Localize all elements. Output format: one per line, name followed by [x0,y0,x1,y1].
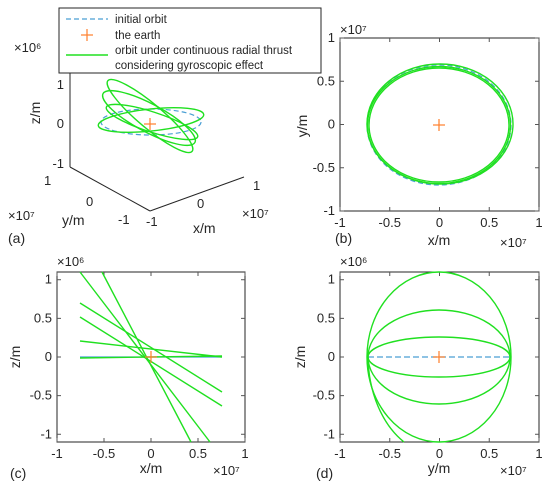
panel-a-y-axis [69,166,151,212]
panel-a-thrust-orbit-1 [97,107,205,133]
legend-thrust-orbit-label: orbit under continuous radial thrust [115,45,293,57]
legend-earth-label: the earth [115,30,160,42]
panel-c-ticks: -1 -0.5 0 0.5 1 -1 -0.5 0 0.5 1 [30,272,249,461]
panel-a-thrust-orbit-4 [105,103,199,141]
legend-initial-orbit-label: initial orbit [115,14,168,26]
panel-c: ×10⁶ z/m x/m ×10⁷ -1 -0.5 0 0.5 1 -1 -0.5 0 0.5 1… [7,254,249,481]
panel-a-thrust-orbit-3 [106,78,194,154]
panel-d-x-label: y/m [428,460,451,476]
panel-b-x-tick-label: 0.5 [480,215,498,230]
panel-d-tag: (d) [316,465,333,481]
legend-item-earth: the earth [81,29,160,42]
panel-b-y-multiplier: ×10⁷ [340,22,367,37]
panel-b-y-tick-label: 0.5 [317,73,335,88]
panel-a-x-tick-minus1: -1 [146,214,158,229]
panel-a-x-multiplier: ×10⁷ [242,206,269,221]
panel-a-y-tick-1: 1 [44,173,51,188]
panel-c-y-tick-label: 0.5 [34,310,52,325]
panel-d-x-tick-label: -1 [334,446,346,461]
panel-b-thrust-orbit-3 [366,63,514,185]
panel-d-earth-marker [433,351,445,363]
panel-a-z-label: z/m [27,102,43,125]
panel-b-x-tick-label: 1 [535,215,542,230]
panel-a: ×10⁶ z/m 1 0 -1 1 0 -1 ×10⁷ y/m -1 0 1 x… [8,40,269,246]
panel-d-x-tick-label: -0.5 [379,446,401,461]
panel-a-y-tick-minus1: -1 [118,212,130,227]
panel-a-plot [97,78,205,154]
legend-item-thrust-orbit: orbit under continuous radial thrust con… [66,45,293,72]
legend: initial orbit the earth orbit under cont… [58,7,322,74]
panel-a-x-tick-1: 1 [253,178,260,193]
panel-d-y-tick-label: 1 [328,272,335,287]
panel-c-plot [79,271,223,443]
panel-d-thrust-orbit-4 [367,356,405,443]
panel-b-tag: (b) [335,230,352,246]
legend-earth-swatch [81,29,93,41]
panel-a-x-axis [149,176,245,212]
panel-d-x-tick-label: 1 [535,446,542,461]
panel-c-y-multiplier: ×10⁶ [57,254,84,269]
panel-d-plot [366,271,512,443]
panel-d-y-tick-label: -1 [323,426,335,441]
panel-a-earth-marker [144,118,156,130]
panel-d-ticks: -1 -0.5 0 0.5 1 -1 -0.5 0 0.5 1 [313,272,543,461]
panel-d-y-tick-label: -0.5 [313,388,335,403]
panel-a-thrust-orbit-2 [101,89,197,147]
panel-c-x-multiplier: ×10⁷ [213,463,240,478]
panel-c-x-tick-label: 0 [147,446,154,461]
panel-a-y-multiplier: ×10⁷ [8,208,35,223]
panel-a-x-tick-0: 0 [197,196,204,211]
panel-d: ×10⁶ z/m y/m ×10⁷ -1 -0.5 0 0.5 1 -1 -0.5 0 0.5 1… [292,254,543,481]
panel-c-x-tick-label: 0.5 [189,446,207,461]
panel-a-z-tick-bottom: -1 [52,156,64,171]
panel-b-x-multiplier: ×10⁷ [500,235,527,250]
panel-c-y-tick-label: 0 [45,349,52,364]
panel-b-plot [366,63,514,186]
panel-b-y-tick-label: 0 [328,117,335,132]
panel-c-y-label: z/m [7,346,23,369]
panel-b-earth-marker [433,119,445,131]
panel-b: ×10⁷ y/m x/m ×10⁷ -1 -0.5 0 0.5 1 -1 -0.5 0 0.5 1… [294,22,543,250]
panel-c-x-label: x/m [140,460,163,476]
panel-d-x-tick-label: 0 [436,446,443,461]
panel-c-x-tick-label: -1 [51,446,63,461]
panel-b-ticks: -1 -0.5 0 0.5 1 -1 -0.5 0 0.5 1 [313,30,543,230]
panel-c-y-tick-label: 1 [45,272,52,287]
panel-d-y-tick-label: 0 [328,349,335,364]
panel-b-x-label: x/m [428,232,451,248]
panel-b-thrust-orbit-1 [368,67,510,183]
legend-item-initial-orbit: initial orbit [66,14,168,26]
panel-d-x-multiplier: ×10⁷ [500,463,527,478]
panel-a-z-multiplier: ×10⁶ [14,40,41,55]
panel-c-thrust-orbit-1 [79,340,223,358]
panel-a-y-tick-0: 0 [86,194,93,209]
panel-a-z-tick-mid: 0 [57,116,64,131]
panel-a-z-tick-top: 1 [57,77,64,92]
panel-b-x-tick-label: 0 [436,215,443,230]
panel-b-y-tick-label: -0.5 [313,160,335,175]
panel-d-thrust-orbit-3 [366,271,512,443]
panel-a-x-label: x/m [193,220,216,236]
panel-b-x-tick-label: -1 [334,215,346,230]
panel-d-y-label: z/m [292,346,308,369]
panel-c-y-tick-label: -1 [40,426,52,441]
legend-thrust-orbit-label-line2: considering gyroscopic effect [115,60,264,72]
panel-d-y-tick-label: 0.5 [317,310,335,325]
panel-c-thrust-orbit-2 [79,302,223,393]
panel-b-y-tick-label: 1 [328,30,335,45]
panel-b-y-tick-label: -1 [323,203,335,218]
panel-d-x-tick-label: 0.5 [480,446,498,461]
panel-b-x-tick-label: -0.5 [379,215,401,230]
panel-a-y-label: y/m [62,212,85,228]
panel-c-x-tick-label: 1 [241,446,248,461]
panel-c-tag: (c) [10,465,26,481]
panel-c-x-tick-label: -0.5 [93,446,115,461]
panel-c-y-tick-label: -0.5 [30,388,52,403]
panel-a-tag: (a) [8,230,25,246]
panel-d-y-multiplier: ×10⁶ [340,254,367,269]
panel-c-earth-marker [145,351,157,363]
panel-b-y-label: y/m [294,115,310,138]
